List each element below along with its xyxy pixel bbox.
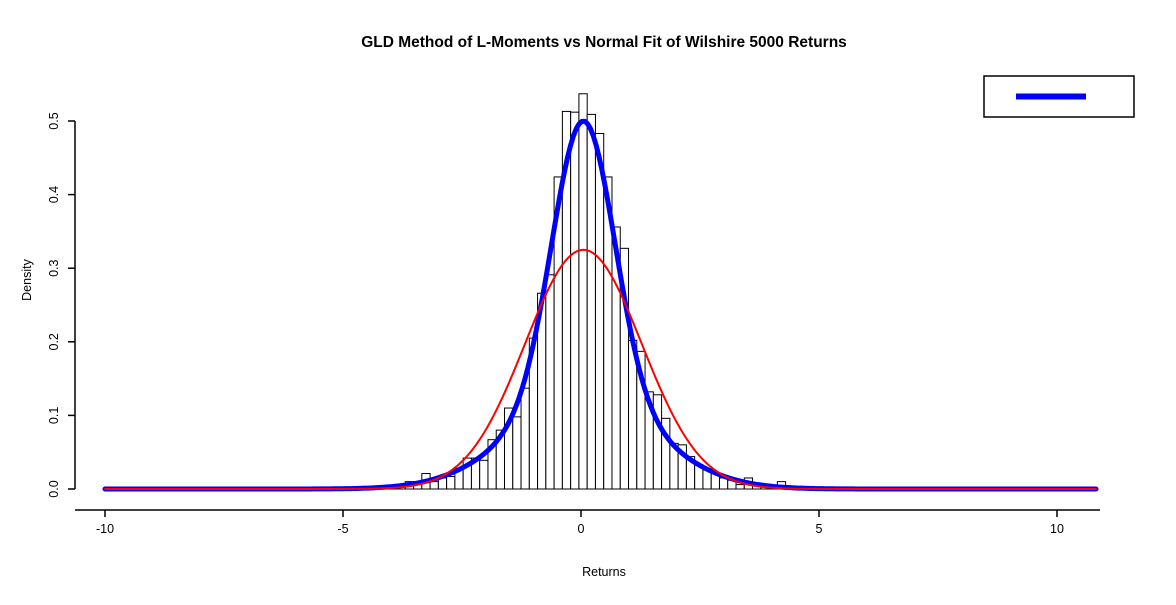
histogram-bar <box>735 484 745 490</box>
x-tick-label: 5 <box>816 522 823 536</box>
y-tick-label: 0.4 <box>47 186 61 203</box>
histogram-bars <box>363 93 795 490</box>
histogram-bar <box>570 111 580 490</box>
normal-curve <box>104 248 1098 490</box>
x-tick-label: 10 <box>1050 522 1064 536</box>
x-tick-label: 0 <box>578 522 585 536</box>
x-axis: -10 -5 0 5 10 <box>75 509 1100 536</box>
y-tick-label: 0.0 <box>47 480 61 497</box>
x-tick-label: -5 <box>337 522 348 536</box>
histogram-bar <box>429 481 439 490</box>
histogram-bar <box>545 274 555 490</box>
histogram-bar <box>512 416 522 490</box>
histogram-bar <box>652 394 663 490</box>
histogram-bar <box>586 113 596 490</box>
y-tick-label: 0.2 <box>47 333 61 350</box>
histogram-bar <box>479 459 489 490</box>
histogram-bar <box>594 133 605 490</box>
histogram-bar <box>446 475 456 490</box>
x-axis-label: Returns <box>582 565 626 579</box>
chart-title: GLD Method of L-Moments vs Normal Fit of… <box>361 34 847 51</box>
y-axis-label: Density <box>20 258 34 300</box>
y-tick-label: 0.5 <box>47 112 61 129</box>
x-tick-label: -10 <box>96 522 114 536</box>
y-axis: 0.0 0.1 0.2 0.3 0.4 0.5 <box>47 112 76 498</box>
histogram-bar <box>520 387 530 490</box>
y-tick-label: 0.1 <box>47 407 61 424</box>
y-tick-label: 0.3 <box>47 259 61 276</box>
legend-box <box>983 75 1135 118</box>
histogram-bar <box>578 93 588 490</box>
